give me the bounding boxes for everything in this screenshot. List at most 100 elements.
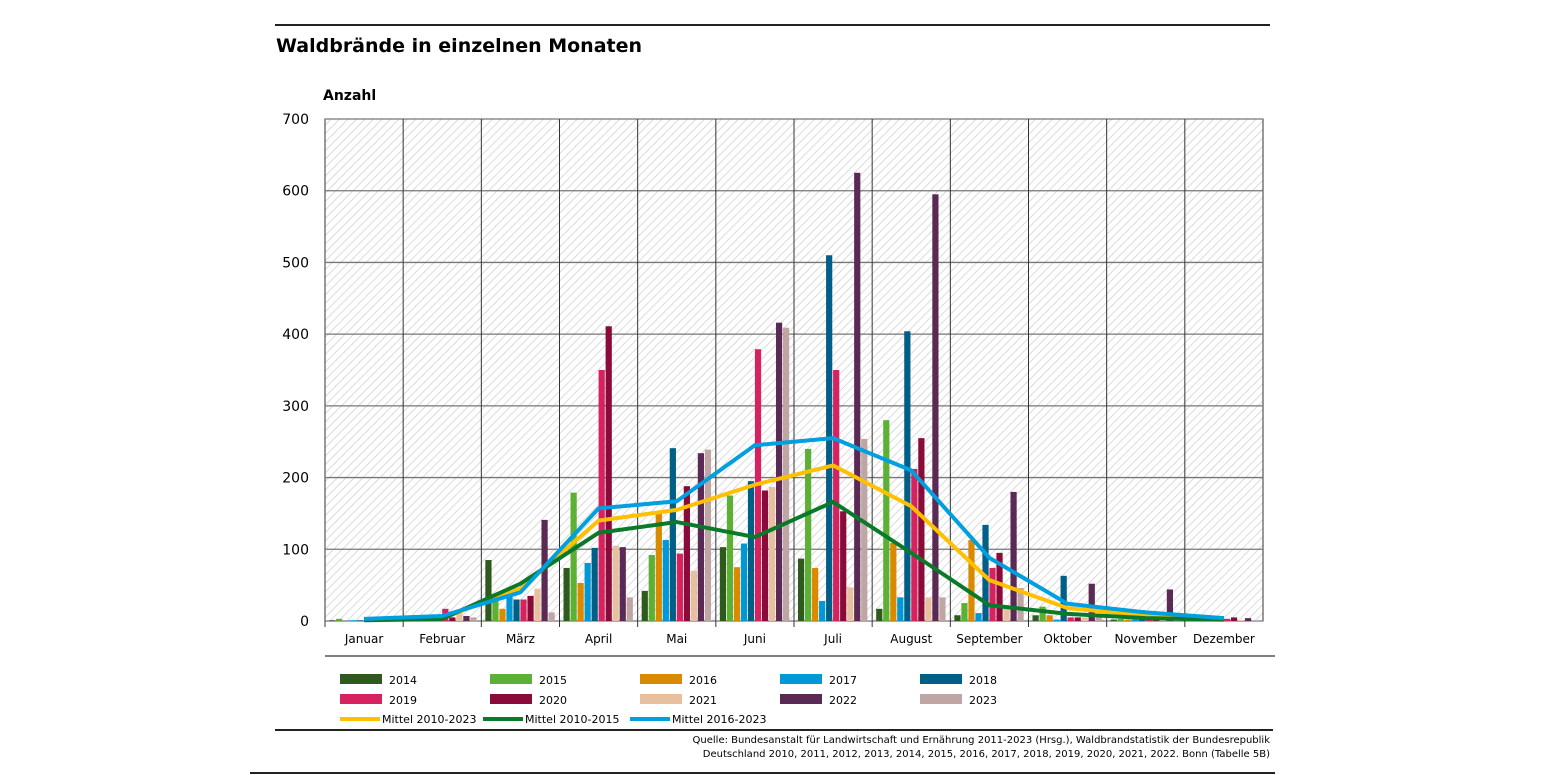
y-tick-label: 400 (282, 327, 309, 343)
source-line-1: Quelle: Bundesanstalt für Landwirtschaft… (693, 735, 1271, 746)
line-Mittel-2010-2015 (364, 499, 1224, 623)
bar-2015 (336, 618, 343, 621)
y-tick-label: 500 (282, 255, 309, 271)
bar-2022 (463, 615, 470, 621)
legend-swatch-2014 (340, 674, 382, 684)
bar-2018 (513, 599, 520, 621)
bar-2017 (897, 597, 904, 621)
y-tick-label: 200 (282, 471, 309, 487)
bar-2015 (883, 420, 890, 621)
legend-swatch-2016 (640, 674, 682, 684)
bar-2018 (357, 620, 364, 621)
legend-line-label: Mittel 2010-2023 (382, 713, 476, 726)
bar-2015 (648, 555, 655, 621)
x-tick-label: Mai (666, 632, 687, 646)
legend-label-2021: 2021 (689, 694, 717, 707)
bar-2021 (1003, 605, 1010, 621)
legend-label-2018: 2018 (969, 674, 997, 687)
bar-2021 (847, 587, 854, 621)
bar-2020 (996, 552, 1003, 621)
chart-title: Waldbrände in einzelnen Monaten (276, 35, 642, 57)
bar-2014 (954, 615, 961, 621)
bar-2022 (854, 172, 861, 622)
bar-2022 (932, 194, 939, 622)
bar-2019 (911, 468, 918, 621)
legend-label-2019: 2019 (389, 694, 417, 707)
legend-label-2017: 2017 (829, 674, 857, 687)
bar-2015 (1117, 618, 1124, 621)
bar-2022 (619, 547, 626, 621)
legend-swatch-2022 (780, 694, 822, 704)
legend-swatch-2023 (920, 694, 962, 704)
bar-2017 (1131, 619, 1138, 621)
bar-2017 (584, 562, 591, 621)
bar-2020 (683, 486, 690, 621)
bar-2019 (676, 553, 683, 621)
y-tick-label: 100 (282, 542, 309, 558)
legend-swatch-2021 (640, 694, 682, 704)
bar-2014 (1110, 619, 1117, 621)
bar-2020 (918, 438, 925, 621)
bar-2015 (961, 603, 968, 621)
x-tick-label: August (890, 632, 932, 646)
bar-2021 (456, 612, 463, 621)
legend-label-2016: 2016 (689, 674, 717, 687)
bar-2021 (612, 545, 619, 621)
legend-swatch-2018 (920, 674, 962, 684)
bar-2018 (669, 448, 676, 621)
bar-2018 (591, 547, 598, 621)
bar-2019 (833, 370, 840, 621)
bar-2019 (520, 599, 527, 621)
bar-2016 (968, 539, 975, 621)
bar-2020 (1230, 617, 1238, 621)
x-tick-label: Februar (419, 632, 465, 646)
x-tick-label: Juli (823, 632, 842, 646)
bar-2023 (548, 612, 555, 621)
x-tick-label: September (956, 632, 1022, 646)
x-tick-label: April (585, 632, 612, 646)
bar-2016 (812, 567, 819, 621)
legend-line-label: Mittel 2010-2015 (525, 713, 619, 726)
bar-2023 (470, 617, 477, 621)
bar-2016 (733, 567, 741, 621)
bar-2020 (449, 617, 456, 621)
bar-2020 (1074, 617, 1081, 621)
source-line-2: Deutschland 2010, 2011, 2012, 2013, 2014… (703, 749, 1270, 760)
bar-2014 (719, 547, 727, 621)
legend-label-2014: 2014 (389, 674, 417, 687)
bar-2018 (982, 524, 989, 621)
bar-2016 (1124, 619, 1131, 621)
bar-2022 (1010, 491, 1017, 621)
bar-2020 (605, 326, 612, 621)
bar-2023 (939, 597, 946, 621)
y-tick-label: 300 (282, 399, 309, 415)
bar-2014 (563, 567, 570, 621)
bar-2020 (840, 511, 847, 621)
y-axis-label: Anzahl (323, 88, 376, 104)
legend-label-2022: 2022 (829, 694, 857, 707)
bar-2022 (775, 322, 783, 621)
legend-label-2020: 2020 (539, 694, 567, 707)
bar-2015 (492, 599, 499, 621)
bar-2023 (1251, 620, 1259, 621)
x-tick-label: Januar (344, 632, 383, 646)
line-Mittel-2010-2023 (364, 463, 1225, 622)
bar-2019 (1067, 617, 1074, 621)
legend-label-2015: 2015 (539, 674, 567, 687)
bar-2014 (1032, 615, 1039, 621)
bar-2022 (1166, 589, 1174, 621)
bar-2015 (1039, 606, 1046, 621)
bar-2017 (819, 600, 826, 621)
bar-2017 (1053, 619, 1060, 621)
x-tick-label: November (1115, 632, 1177, 646)
x-tick-label: März (506, 632, 535, 646)
bar-2015 (570, 492, 577, 621)
bar-2014 (641, 590, 648, 621)
y-tick-label: 700 (282, 112, 309, 128)
bar-2017 (975, 613, 982, 621)
bar-2015 (726, 495, 734, 621)
bar-2019 (1145, 619, 1152, 621)
bar-2018 (904, 331, 911, 621)
